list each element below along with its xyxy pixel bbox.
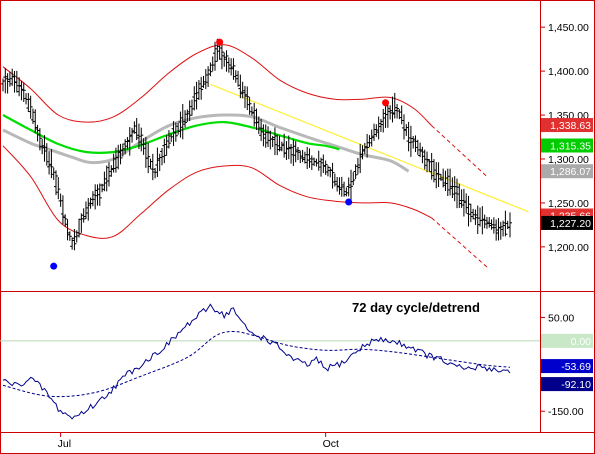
oscillator-axis-tick-label: 50.00 — [548, 312, 574, 324]
price-value-label-box — [541, 138, 593, 153]
trendline — [210, 83, 529, 213]
oscillator-value-label: -53.69 — [561, 361, 591, 373]
upper-envelope-line — [2, 44, 432, 126]
price-axis-tick-label: 1,300.00 — [548, 154, 589, 166]
lower-envelope-projection — [431, 217, 488, 268]
oscillator-value-label-box — [541, 333, 593, 348]
price-axis-tick-label: 1,250.00 — [548, 198, 589, 210]
cycle-low-marker — [345, 198, 353, 206]
cycle-high-marker — [216, 38, 224, 46]
price-value-label: 1,286.07 — [550, 166, 591, 178]
oscillator-signal-line — [2, 330, 511, 398]
cycle-high-marker — [382, 99, 390, 107]
price-bars — [1, 38, 512, 251]
oscillator-axis-tick-label: -150.00 — [548, 406, 584, 418]
oscillator-value-label-box — [541, 377, 593, 392]
price-value-label-box — [541, 118, 593, 133]
cycle-low-marker — [50, 262, 58, 270]
price-value-label: 1,338.63 — [550, 120, 591, 132]
gray-moving-average — [2, 113, 410, 173]
time-axis-tick-label: Oct — [323, 438, 339, 450]
price-axis-tick-label: 1,400.00 — [548, 66, 589, 78]
price-value-label-box — [541, 215, 593, 230]
oscillator-annotation: 72 day cycle/detrend — [352, 300, 480, 315]
price-value-label: 1,315.35 — [550, 140, 591, 152]
oscillator-value-label: -92.10 — [561, 379, 591, 391]
axes-layer: 1,200.001,250.001,300.001,350.001,400.00… — [58, 22, 593, 450]
time-axis-tick-label: Jul — [58, 438, 71, 450]
oscillator-panel — [0, 303, 540, 420]
price-axis-tick-label: 1,200.00 — [548, 242, 589, 254]
oscillator-value-label: 0.00 — [571, 336, 592, 348]
upper-envelope-projection — [431, 125, 488, 177]
price-axis-tick-label: 1,450.00 — [548, 22, 589, 34]
oscillator-value-label-box — [541, 359, 593, 374]
price-value-label: 1,227.20 — [550, 218, 591, 230]
price-value-label-box — [541, 164, 593, 179]
price-panel — [1, 38, 529, 270]
